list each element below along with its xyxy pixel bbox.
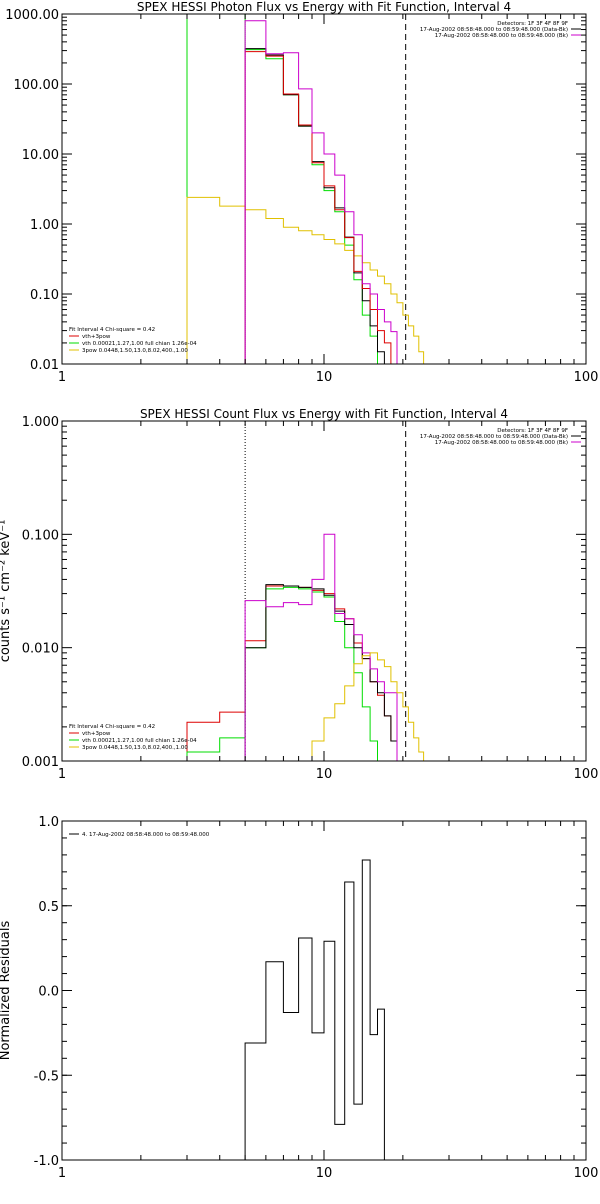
x-tick-label: 1: [58, 1166, 66, 1181]
legend-text: vth 0.00021,1.27,1.00 full chian 1.26e-0…: [82, 341, 197, 347]
y-tick-label: 1000.00: [5, 8, 59, 23]
header-text: Detectors: 1F 3F 4F 8F 9F: [497, 428, 568, 434]
chart-title: SPEX HESSI Photon Flux vs Energy with Fi…: [137, 0, 511, 14]
legend-text: 4. 17-Aug-2002 08:58:48.000 to 08:59:48.…: [82, 832, 210, 838]
series-line: [244, 51, 398, 364]
y-tick-label: 0.5: [38, 900, 59, 915]
series-line: [186, 196, 425, 364]
series-line: [186, 14, 378, 364]
legend-text: vth+3pow: [82, 731, 111, 737]
series-line: [186, 586, 378, 761]
header-text: 17-Aug-2002 08:58:48.000 to 08:59:48.000…: [420, 27, 568, 33]
y-tick-label: 0.010: [22, 642, 59, 657]
chart-2: SPEX HESSI Count Flux vs Energy with Fit…: [0, 407, 598, 782]
legend-text: vth+3pow: [82, 334, 111, 340]
y-tick-label: -1.0: [34, 1154, 59, 1169]
x-tick-label: 100: [574, 370, 599, 385]
chart-3: Normalized Residuals 1 10 100 1.0 0.5 0.0 -0.5 -…: [0, 815, 598, 1181]
chart-1: SPEX HESSI Photon Flux vs Energy with Fi…: [5, 0, 598, 385]
header-text: 17-Aug-2002 08:58:48.000 to 08:59:48.000…: [435, 33, 568, 39]
header-text: 17-Aug-2002 08:58:48.000 to 08:59:48.000…: [420, 434, 568, 440]
legend-text: 3pow 0.0448,1.50,13.0,8.02,400.,1.00: [82, 745, 188, 751]
x-tick-label: 10: [316, 1166, 333, 1181]
y-axis-label: Normalized Residuals: [0, 921, 13, 1061]
chart-title: SPEX HESSI Count Flux vs Energy with Fit…: [140, 407, 508, 421]
x-tick-label: 100: [574, 1166, 599, 1181]
series-line: [244, 48, 385, 364]
x-tick-label: 10: [316, 767, 333, 782]
series-line: [311, 652, 429, 761]
legend-text: 3pow 0.0448,1.50,13.0,8.02,400.,1.00: [82, 348, 188, 354]
plot-area: [186, 421, 429, 761]
header-text: Detectors: 1F 3F 4F 8F 9F: [497, 21, 568, 27]
y-tick-label: -0.5: [34, 1069, 59, 1084]
series-line: [244, 859, 404, 1160]
y-axis-label: counts s⁻¹ cm⁻² keV⁻¹: [0, 520, 13, 663]
y-tick-label: 10.00: [22, 148, 59, 163]
plot-area: [186, 14, 425, 364]
y-tick-label: 0.100: [22, 528, 59, 543]
y-tick-label: 0.01: [30, 358, 59, 373]
y-tick-label: 0.0: [38, 985, 59, 1000]
y-tick-label: 1.0: [38, 815, 59, 830]
y-tick-label: 0.001: [22, 755, 59, 770]
y-tick-label: 0.10: [30, 288, 59, 303]
legend-text: Fit Interval 4 Chi-square = 0.42: [69, 327, 155, 333]
legend-text: Fit Interval 4 Chi-square = 0.42: [69, 724, 155, 730]
x-tick-label: 10: [316, 370, 333, 385]
x-tick-label: 1: [58, 370, 66, 385]
header-text: 17-Aug-2002 08:58:48.000 to 08:59:48.000…: [435, 440, 568, 446]
series-line: [244, 533, 409, 761]
y-tick-label: 1.000: [22, 415, 59, 430]
x-tick-label: 1: [58, 767, 66, 782]
legend-text: vth 0.00021,1.27,1.00 full chian 1.26e-0…: [82, 738, 197, 744]
y-tick-label: 1.00: [30, 218, 59, 233]
plot-area: [244, 859, 404, 1160]
series-line: [244, 20, 404, 364]
y-tick-label: 100.00: [14, 78, 60, 93]
series-line: [244, 584, 398, 761]
x-tick-label: 100: [574, 767, 599, 782]
